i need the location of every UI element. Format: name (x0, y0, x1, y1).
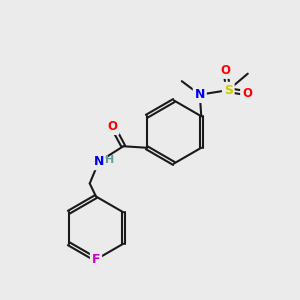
Text: O: O (220, 64, 230, 77)
Text: H: H (106, 155, 115, 165)
Text: O: O (108, 120, 118, 133)
Text: N: N (195, 88, 205, 101)
Text: F: F (92, 253, 100, 266)
Text: O: O (242, 87, 252, 100)
Text: N: N (94, 155, 104, 168)
Text: S: S (224, 84, 233, 97)
